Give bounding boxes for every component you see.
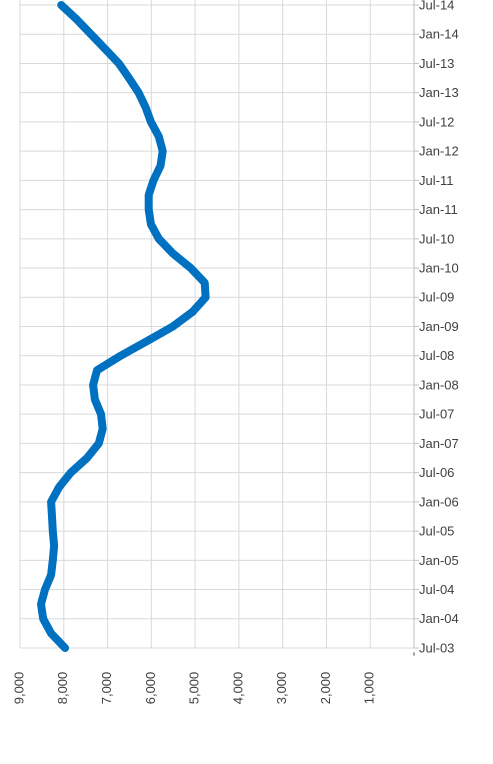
category-label: Jul-06 <box>419 465 454 480</box>
data-line <box>37 1 210 652</box>
value-tick-label: 7,000 <box>99 672 114 705</box>
category-label: Jul-09 <box>419 290 454 305</box>
category-label: Jan-06 <box>419 494 459 509</box>
category-label: Jul-10 <box>419 231 454 246</box>
value-tick-label: 4,000 <box>230 672 245 705</box>
value-tick-label: 5,000 <box>187 672 202 705</box>
value-tick-label: 3,000 <box>274 672 289 705</box>
category-label: Jul-05 <box>419 524 454 539</box>
category-label: Jul-04 <box>419 582 454 597</box>
value-tick-label: 6,000 <box>143 672 158 705</box>
category-label: Jul-14 <box>419 0 454 12</box>
value-tick-label: 8,000 <box>55 672 70 705</box>
category-label: Jul-08 <box>419 348 454 363</box>
category-label: Jan-08 <box>419 377 459 392</box>
category-label: Jan-13 <box>419 85 459 100</box>
category-label: Jul-07 <box>419 407 454 422</box>
value-tick-label: - <box>405 652 420 656</box>
category-label: Jul-12 <box>419 114 454 129</box>
value-tick-label: 2,000 <box>318 672 333 705</box>
category-label: Jan-09 <box>419 319 459 334</box>
category-label: Jul-03 <box>419 640 454 655</box>
value-tick-label: 9,000 <box>11 672 26 705</box>
category-label: Jan-14 <box>419 27 459 42</box>
category-label: Jan-11 <box>419 202 458 217</box>
category-label: Jan-04 <box>419 611 459 626</box>
category-label: Jan-10 <box>419 260 459 275</box>
category-label: Jan-12 <box>419 144 459 159</box>
category-label: Jul-11 <box>419 173 453 188</box>
category-label: Jul-13 <box>419 56 454 71</box>
category-label: Jan-05 <box>419 553 459 568</box>
category-label: Jan-07 <box>419 436 459 451</box>
value-tick-label: 1,000 <box>362 672 377 705</box>
